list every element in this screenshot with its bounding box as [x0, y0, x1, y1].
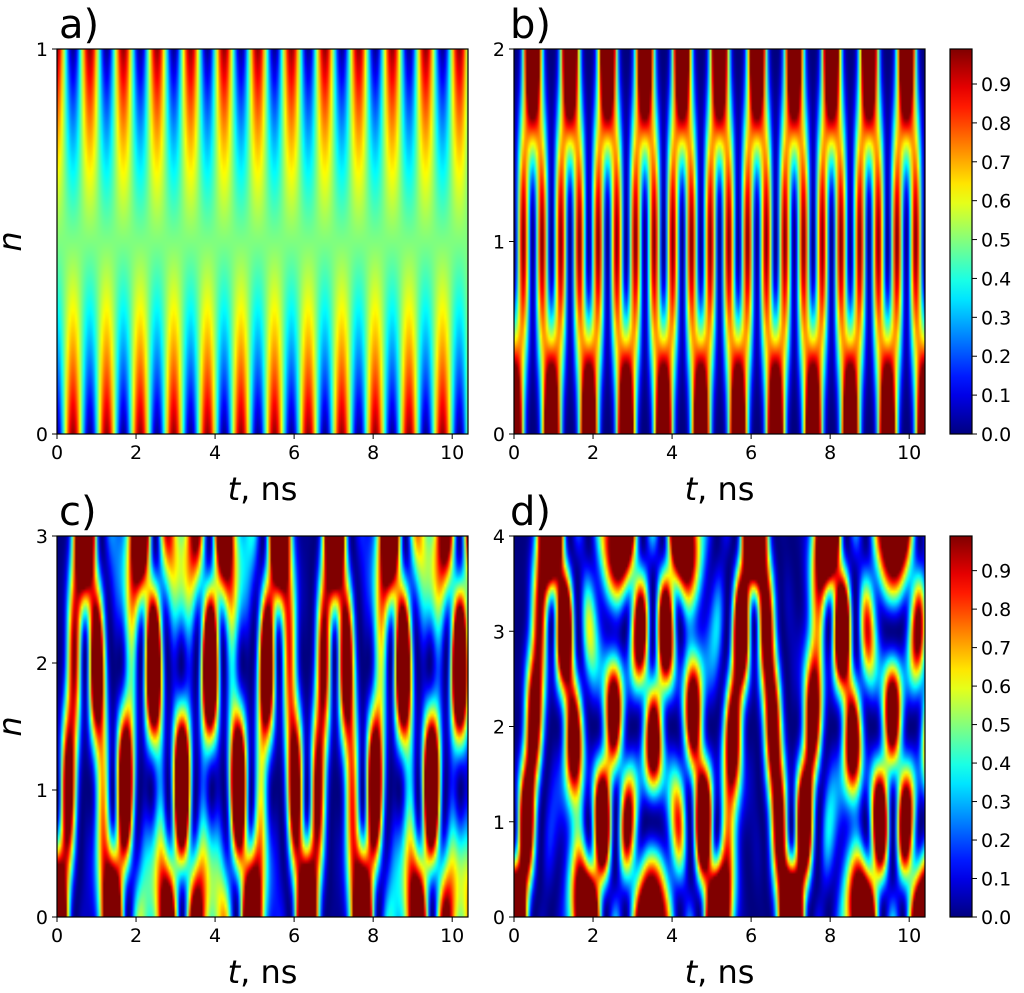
y-tick-label: 2 — [36, 653, 48, 675]
y-tick-label: 0 — [36, 907, 48, 929]
panel-1: 0 2 4 6 8 10 0 1 t, ns n a) — [0, 2, 469, 508]
y-tick-label: 4 — [493, 526, 505, 548]
x-tick-label: 6 — [745, 925, 757, 947]
x-tick-label: 8 — [367, 925, 379, 947]
heatmap-image — [57, 49, 468, 434]
heatmap-image — [57, 536, 468, 917]
colorbar-gradient — [950, 49, 972, 434]
y-tick-label: 0 — [493, 424, 505, 446]
panel-label: c) — [59, 489, 97, 535]
x-tick-label: 4 — [209, 925, 221, 947]
x-tick-label: 8 — [824, 442, 836, 464]
colorbar-tick-label: 0.5 — [981, 230, 1011, 252]
y-tick-label: 1 — [493, 232, 505, 254]
colorbar-tick-label: 0.0 — [981, 424, 1011, 446]
colorbar: 0.0 0.1 0.2 0.3 0.4 0.5 0.6 0.7 0.8 0.9 — [949, 48, 1011, 446]
x-tick-label: 0 — [508, 925, 520, 947]
x-axis-label: t, ns — [685, 953, 755, 991]
plot-frame — [56, 48, 469, 435]
x-tick-label: 0 — [508, 442, 520, 464]
y-tick-label: 3 — [36, 526, 48, 548]
panel-label: d) — [510, 489, 551, 535]
x-tick-label: 10 — [440, 442, 464, 464]
colorbar-tick-label: 0.2 — [981, 830, 1011, 852]
x-tick-label: 6 — [288, 442, 300, 464]
x-tick-label: 10 — [897, 925, 921, 947]
colorbar-tick-label: 0.3 — [981, 792, 1011, 814]
y-tick-label: 0 — [36, 424, 48, 446]
x-tick-label: 8 — [824, 925, 836, 947]
colorbar-frame — [949, 535, 973, 918]
colorbar-tick-label: 0.2 — [981, 346, 1011, 368]
x-tick-label: 4 — [666, 925, 678, 947]
panel-label: b) — [510, 2, 551, 48]
x-tick-label: 0 — [51, 925, 63, 947]
colorbar-tick-label: 0.7 — [981, 638, 1011, 660]
colorbar-tick-label: 0.4 — [981, 753, 1011, 775]
colorbar-tick-label: 0.6 — [981, 676, 1011, 698]
x-tick-label: 4 — [666, 442, 678, 464]
x-tick-label: 2 — [130, 442, 142, 464]
x-axis-label: t, ns — [228, 953, 298, 991]
y-tick-label: 2 — [493, 39, 505, 61]
colorbar: 0.0 0.1 0.2 0.3 0.4 0.5 0.6 0.7 0.8 0.9 — [949, 535, 1011, 929]
colorbar-tick-label: 0.1 — [981, 385, 1011, 407]
colorbar-tick-label: 0.0 — [981, 907, 1011, 929]
x-tick-label: 10 — [440, 925, 464, 947]
panel-label: a) — [59, 2, 99, 48]
x-tick-label: 4 — [209, 442, 221, 464]
y-tick-label: 0 — [493, 907, 505, 929]
y-axis-label: n — [0, 231, 29, 251]
panel-2: 0 2 4 6 8 10 0 1 2 t, ns b) — [493, 2, 926, 508]
y-tick-label: 1 — [493, 812, 505, 834]
colorbar-tick-label: 0.4 — [981, 268, 1011, 290]
x-tick-label: 8 — [367, 442, 379, 464]
y-tick-label: 2 — [493, 717, 505, 739]
x-axis-label: t, ns — [685, 470, 755, 508]
x-tick-label: 6 — [745, 442, 757, 464]
y-axis-label: n — [0, 716, 29, 736]
colorbar-tick-label: 0.5 — [981, 715, 1011, 737]
x-axis-label: t, ns — [228, 470, 298, 508]
y-tick-label: 1 — [36, 780, 48, 802]
colorbar-tick-label: 0.9 — [981, 74, 1011, 96]
panel-4: 0 2 4 6 8 10 0 1 2 3 4 t, ns d) — [493, 489, 926, 991]
colorbar-tick-label: 0.1 — [981, 869, 1011, 891]
x-tick-label: 2 — [587, 925, 599, 947]
colorbar-tick-label: 0.7 — [981, 152, 1011, 174]
colorbar-frame — [949, 48, 973, 435]
colorbar-tick-label: 0.8 — [981, 599, 1011, 621]
heatmap-image — [514, 536, 925, 917]
x-tick-label: 6 — [288, 925, 300, 947]
x-tick-label: 0 — [51, 442, 63, 464]
colorbar-gradient — [950, 536, 972, 917]
x-tick-label: 2 — [130, 925, 142, 947]
x-tick-label: 2 — [587, 442, 599, 464]
y-tick-label: 3 — [493, 621, 505, 643]
x-tick-label: 10 — [897, 442, 921, 464]
heatmap-image — [514, 49, 925, 434]
colorbar-tick-label: 0.9 — [981, 561, 1011, 583]
colorbar-tick-label: 0.3 — [981, 307, 1011, 329]
colorbar-tick-label: 0.8 — [981, 113, 1011, 135]
colorbar-tick-label: 0.6 — [981, 191, 1011, 213]
plot-frame — [56, 535, 469, 918]
panel-3: 0 2 4 6 8 10 0 1 2 3 t, ns n c) — [0, 489, 469, 991]
y-tick-label: 1 — [36, 39, 48, 61]
